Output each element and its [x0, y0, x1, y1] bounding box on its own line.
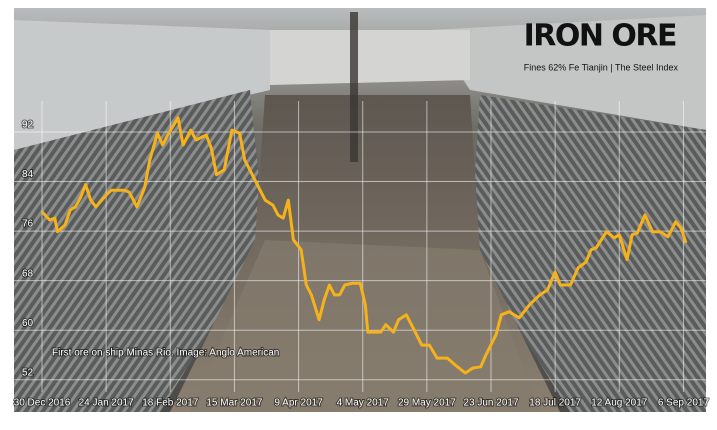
y-tick-label: 84: [22, 169, 34, 180]
y-tick-label: 52: [22, 367, 34, 378]
background-photo: [14, 8, 706, 412]
x-tick-label: 24 Jan 2017: [79, 398, 134, 409]
x-tick-label: 6 Sep 2017: [658, 398, 710, 409]
annotation: First ore on ship Minas Rio. Image: Angl…: [52, 348, 279, 359]
x-tick-label: 18 Jul 2017: [529, 398, 581, 409]
x-tick-label: 9 Apr 2017: [274, 398, 323, 409]
chart-subtitle: Fines 62% Fe Tianjin | The Steel Index: [524, 62, 679, 72]
x-tick-label: 29 May 2017: [398, 398, 456, 409]
x-tick-label: 4 May 2017: [337, 398, 390, 409]
x-tick-label: 15 Mar 2017: [206, 398, 263, 409]
y-tick-label: 92: [22, 120, 34, 131]
x-tick-label: 23 Jun 2017: [463, 398, 518, 409]
chart-title: IRON ORE: [524, 19, 676, 54]
x-tick-label: 18 Feb 2017: [142, 398, 199, 409]
x-tick-label: 12 Aug 2017: [591, 398, 648, 409]
y-tick-label: 68: [22, 268, 34, 279]
y-tick-label: 76: [22, 219, 34, 230]
x-tick-label: 30 Dec 2016: [14, 398, 71, 409]
price-line: [40, 116, 688, 375]
y-tick-label: 60: [22, 318, 34, 329]
